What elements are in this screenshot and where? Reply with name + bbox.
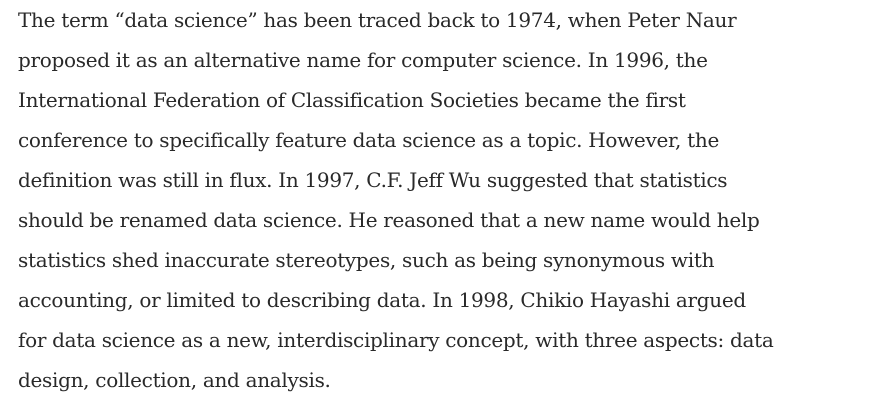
article-body: The term “data science” has been traced … — [18, 0, 878, 400]
paragraph-line: accounting, or limited to describing dat… — [18, 288, 746, 312]
paragraph-line: should be renamed data science. He reaso… — [18, 208, 760, 232]
paragraph-line: conference to specifically feature data … — [18, 128, 720, 152]
paragraph-line: International Federation of Classificati… — [18, 88, 686, 112]
paragraph-line: definition was still in flux. In 1997, C… — [18, 168, 728, 192]
paragraph-line: design, collection, and analysis. — [18, 368, 331, 392]
paragraph-line: The term “data science” has been traced … — [18, 8, 737, 32]
paragraph-line: proposed it as an alternative name for c… — [18, 48, 708, 72]
paragraph-line: statistics shed inaccurate stereotypes, … — [18, 248, 715, 272]
paragraph-line: for data science as a new, interdiscipli… — [18, 328, 774, 352]
paragraph: The term “data science” has been traced … — [18, 0, 878, 400]
